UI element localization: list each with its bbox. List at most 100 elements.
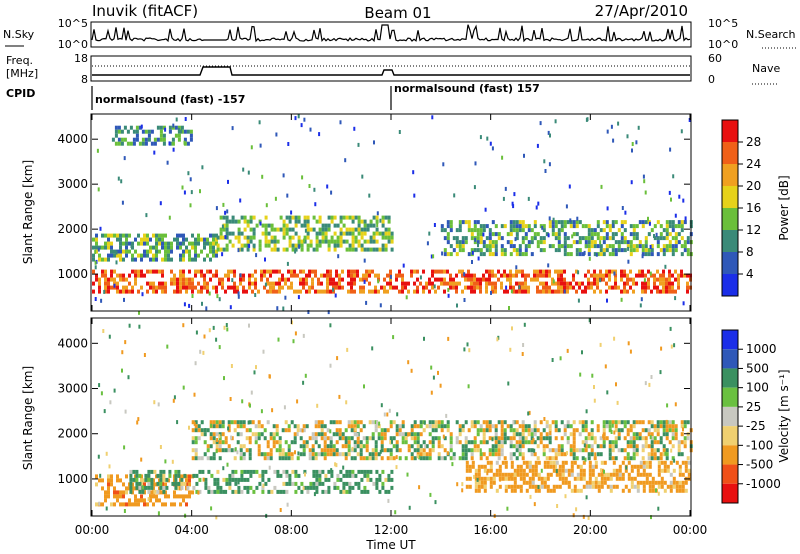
data-cell [329, 323, 332, 328]
data-cell [567, 472, 571, 477]
data-cell [254, 277, 257, 282]
data-cell [167, 249, 170, 254]
data-cell [353, 420, 357, 425]
data-cell [521, 456, 525, 461]
data-cell [312, 473, 316, 478]
data-cell [668, 281, 671, 286]
data-cell [480, 464, 484, 469]
data-cell [312, 481, 316, 486]
data-cell [680, 224, 684, 229]
data-cell [263, 269, 266, 274]
data-cell [348, 247, 352, 252]
data-cell [644, 248, 648, 253]
data-cell [443, 252, 447, 257]
data-cell [522, 460, 526, 465]
data-cell [338, 428, 342, 433]
data-cell [509, 444, 513, 449]
data-cell [206, 285, 209, 290]
data-cell [144, 129, 148, 134]
data-cell [488, 252, 492, 257]
data-cell [326, 273, 329, 278]
data-cell [428, 456, 432, 461]
data-cell [273, 243, 277, 248]
data-cell [635, 273, 638, 278]
data-cell [608, 440, 612, 445]
data-cell [609, 488, 613, 493]
data-cell [591, 484, 595, 489]
data-cell [140, 482, 143, 487]
data-cell [327, 469, 331, 474]
data-cell [671, 220, 675, 225]
data-cell [215, 424, 219, 429]
data-cell [458, 424, 462, 429]
data-cell [483, 484, 487, 489]
data-cell [473, 289, 476, 294]
data-cell [458, 248, 462, 253]
data-cell [569, 432, 573, 437]
data-cell [467, 220, 471, 225]
data-cell [110, 482, 113, 487]
data-cell [662, 452, 666, 457]
data-cell [599, 278, 602, 283]
data-cell [536, 244, 540, 249]
data-cell [525, 472, 529, 477]
data-cell [494, 444, 498, 449]
data-cell [269, 281, 272, 286]
data-cell [611, 252, 615, 257]
data-cell [168, 473, 172, 478]
data-cell [189, 137, 193, 142]
data-cell [543, 417, 546, 421]
data-cell [123, 297, 125, 302]
data-cell [492, 480, 496, 485]
data-cell [543, 480, 547, 485]
data-cell [164, 490, 167, 495]
data-cell [138, 310, 140, 315]
data-cell [390, 247, 394, 252]
data-cell [502, 196, 505, 201]
data-cell [629, 285, 632, 290]
data-cell [560, 452, 564, 457]
data-cell [432, 254, 435, 259]
data-cell [452, 277, 455, 282]
data-cell [326, 452, 330, 457]
data-cell [539, 240, 543, 245]
data-cell [626, 281, 629, 286]
data-cell [249, 403, 251, 408]
data-cell [635, 420, 639, 425]
data-cell [636, 464, 640, 469]
data-cell [342, 481, 346, 486]
data-cell [212, 325, 215, 330]
data-cell [177, 125, 181, 130]
data-cell [404, 456, 408, 461]
data-cell [527, 244, 531, 249]
data-cell [158, 233, 161, 238]
data-cell [306, 223, 310, 228]
data-cell [261, 489, 265, 494]
data-cell [330, 468, 333, 473]
data-cell [500, 444, 504, 449]
data-cell [470, 228, 474, 233]
data-cell [468, 348, 471, 353]
data-cell [134, 237, 137, 242]
data-cell [681, 488, 685, 493]
data-cell [185, 277, 188, 282]
data-cell [266, 440, 270, 445]
data-cell [321, 489, 325, 494]
data-cell [683, 420, 687, 425]
y-tick-label: 2000 [57, 222, 88, 236]
data-cell [107, 241, 110, 246]
data-cell [312, 485, 316, 490]
data-cell [416, 454, 419, 459]
data-cell [119, 245, 122, 250]
data-cell [210, 473, 214, 478]
data-cell [482, 428, 486, 433]
data-cell [125, 233, 128, 238]
data-cell [242, 420, 246, 425]
data-cell [659, 289, 662, 294]
data-cell [294, 231, 298, 236]
data-cell [200, 285, 203, 290]
data-cell [287, 444, 291, 449]
data-cell [595, 252, 598, 257]
data-cell [110, 249, 113, 254]
data-cell [528, 484, 532, 489]
